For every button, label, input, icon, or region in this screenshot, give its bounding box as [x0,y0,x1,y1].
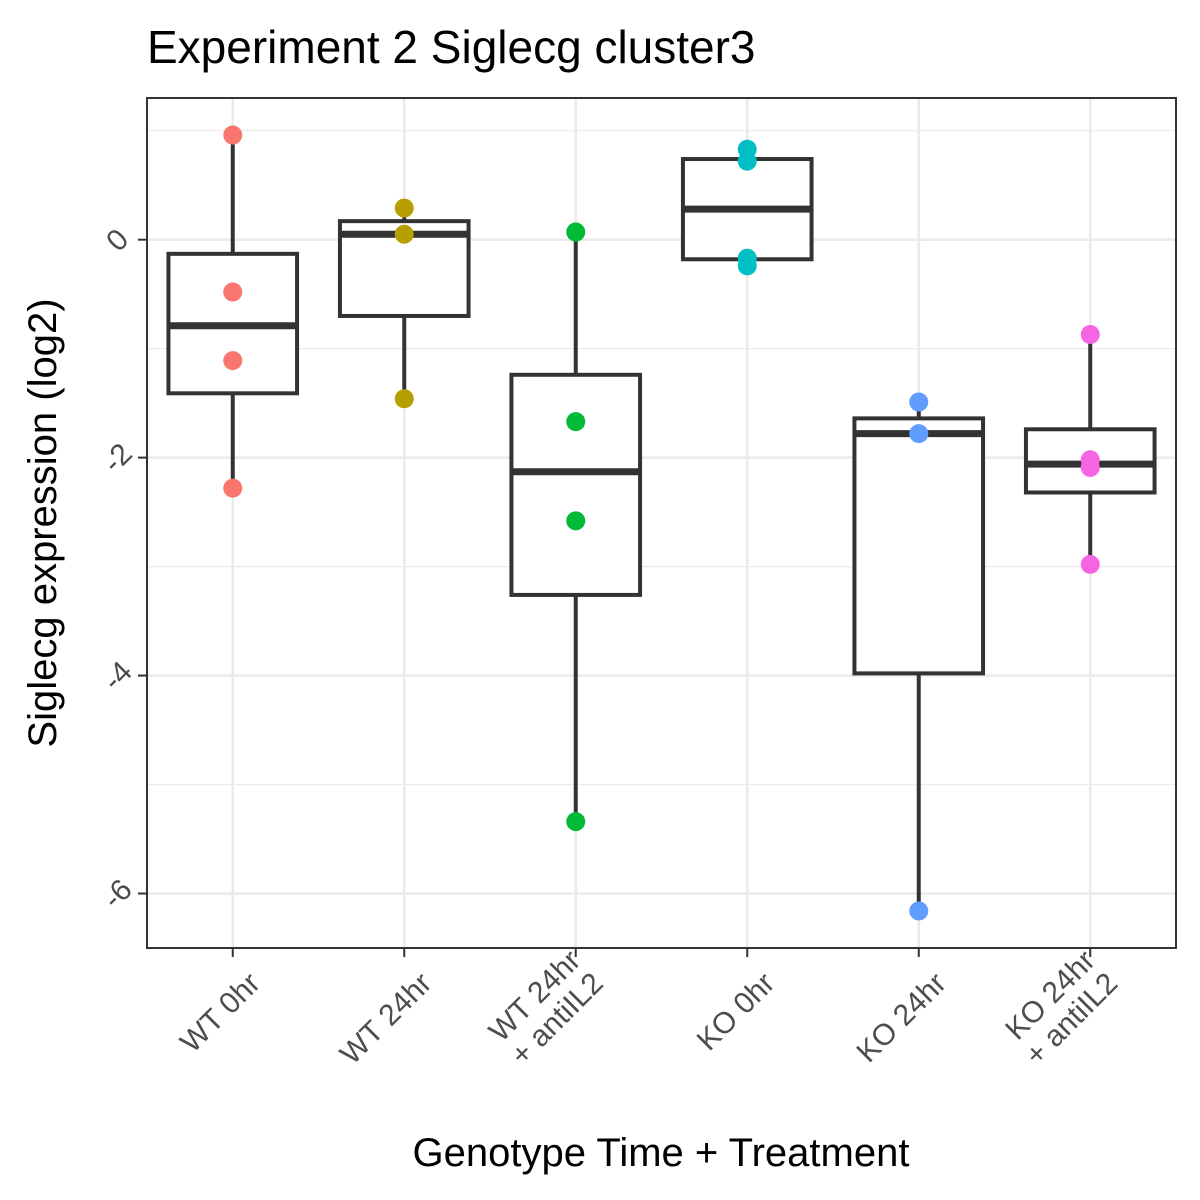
x-axis-title: Genotype Time + Treatment [413,1131,910,1175]
data-point [566,511,586,531]
data-point [909,392,929,412]
data-point [909,424,929,444]
box-1 [166,135,300,489]
box-5 [852,402,986,911]
data-points [223,125,1100,921]
data-point [1080,554,1100,574]
chart-title: Experiment 2 Siglecg cluster3 [147,21,756,73]
data-point [1080,324,1100,344]
data-point [223,478,243,498]
data-point [909,901,929,921]
data-point [394,198,414,218]
data-point [566,412,586,432]
boxes [166,135,1157,911]
data-point [1080,457,1100,477]
data-point [394,389,414,409]
data-point [223,125,243,145]
data-point [737,256,757,276]
data-point [223,282,243,302]
y-axis-title: Siglecg expression (log2) [21,298,65,747]
plot-panel-border [146,97,1177,949]
data-point [566,222,586,242]
data-point [394,224,414,244]
data-point [223,351,243,371]
box-body [852,416,986,676]
data-point [737,151,757,171]
box-body [509,372,643,597]
box-3 [509,232,643,822]
data-point [566,812,586,832]
